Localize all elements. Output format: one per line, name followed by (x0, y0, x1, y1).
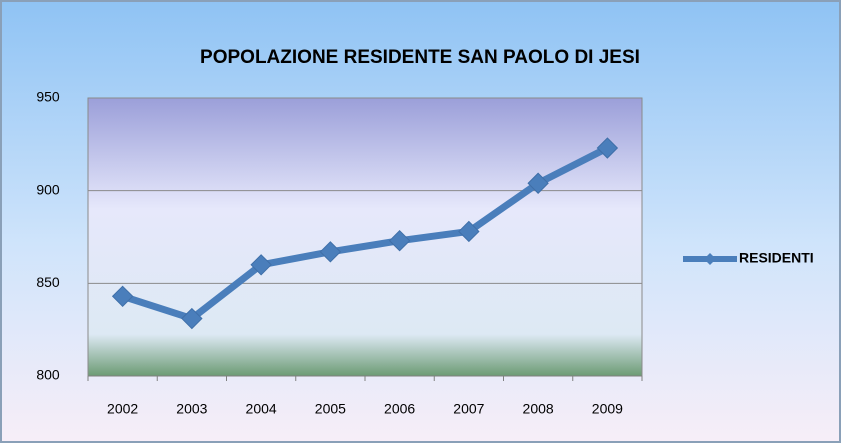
point-marker (388, 229, 411, 252)
x-tick-label: 2004 (246, 401, 277, 417)
x-tick-label: 2005 (315, 401, 346, 417)
chart-title: POPOLAZIONE RESIDENTE SAN PAOLO DI JESI (200, 47, 640, 68)
x-tick-label: 2006 (384, 401, 415, 417)
point-marker (181, 307, 203, 330)
point-marker (458, 220, 480, 243)
point-marker (319, 241, 342, 263)
y-tick-label: 950 (36, 89, 60, 105)
x-tick-label: 2007 (453, 401, 484, 417)
point-marker (250, 254, 272, 276)
point-marker (527, 172, 549, 194)
x-tick-label: 2009 (592, 401, 623, 417)
legend-marker (704, 253, 716, 265)
series-line (121, 144, 609, 323)
x-tick-label: 2003 (176, 401, 207, 417)
point-marker (111, 285, 134, 308)
legend-label: RESIDENTI (739, 250, 814, 266)
x-tick-label: 2008 (523, 401, 554, 417)
plot-area (87, 97, 643, 377)
x-tick-label: 2002 (107, 401, 138, 417)
y-tick-label: 800 (36, 367, 60, 383)
y-tick-label: 850 (36, 274, 60, 290)
y-tick-label: 900 (36, 181, 60, 197)
point-marker (596, 137, 619, 159)
